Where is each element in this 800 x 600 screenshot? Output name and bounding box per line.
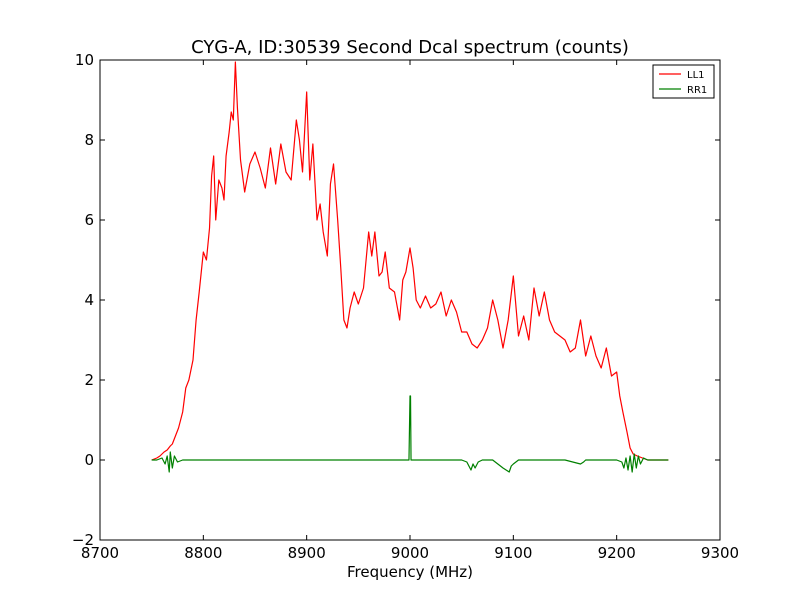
x-tick-label: 8700 bbox=[81, 544, 119, 562]
chart-title: CYG-A, ID:30539 Second Dcal spectrum (co… bbox=[191, 37, 629, 58]
y-tick-label: 4 bbox=[84, 291, 94, 309]
y-tick-label: 10 bbox=[75, 51, 94, 69]
ticks-layer: 8700 8800 8900 9000 9100 9200 9300 −2 0 2 4 6 8 10 bbox=[72, 51, 739, 562]
legend-box bbox=[652, 64, 715, 99]
y-tick-label: 2 bbox=[84, 371, 94, 389]
y-tick-label: 0 bbox=[84, 451, 94, 469]
x-tick-label: 9200 bbox=[598, 544, 636, 562]
x-tick-label: 8900 bbox=[288, 544, 326, 562]
legend-label-rr1: RR1 bbox=[687, 85, 707, 96]
legend-label-ll1: LL1 bbox=[687, 70, 705, 81]
series-line-ll1 bbox=[151, 61, 669, 461]
series-line-rr1 bbox=[151, 395, 669, 473]
y-tick-label: 6 bbox=[84, 211, 94, 229]
x-tick-label: 8800 bbox=[184, 544, 222, 562]
y-tick-label: −2 bbox=[72, 531, 94, 549]
x-tick-label: 9000 bbox=[391, 544, 429, 562]
series-layer bbox=[151, 61, 669, 473]
x-tick-label: 9300 bbox=[701, 544, 739, 562]
x-axis-label: Frequency (MHz) bbox=[347, 563, 473, 581]
y-tick-label: 8 bbox=[84, 131, 94, 149]
x-tick-label: 9100 bbox=[494, 544, 532, 562]
